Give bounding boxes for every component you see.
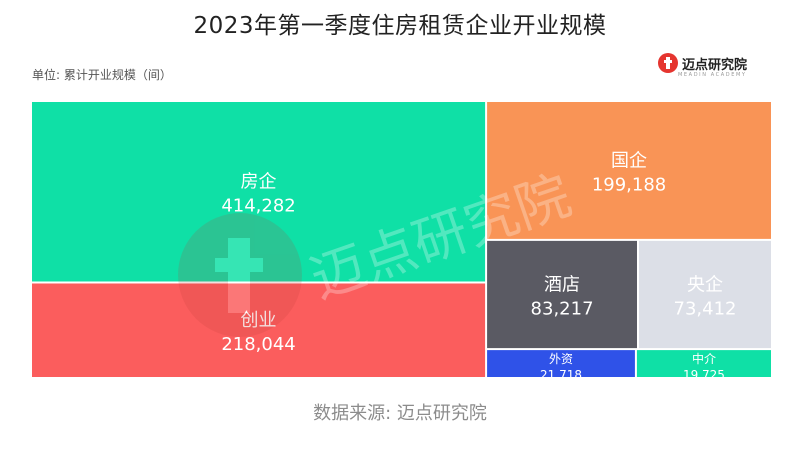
treemap-label: 房企 — [241, 172, 277, 193]
treemap-cell: 央企 73,412 — [638, 240, 771, 349]
treemap-value: 199,188 — [592, 174, 666, 195]
treemap-label: 央企 — [687, 274, 723, 295]
treemap-rect — [32, 102, 486, 282]
treemap-label: 中介 — [692, 351, 716, 366]
data-source: 数据来源: 迈点研究院 — [313, 403, 487, 424]
treemap-cell: 创业 218,044 — [32, 283, 486, 377]
treemap-label: 创业 — [241, 310, 277, 331]
treemap-rect — [487, 102, 771, 239]
treemap-rect — [636, 350, 771, 377]
brand-logo-icon — [658, 53, 678, 73]
treemap-cell: 酒店 83,217 — [487, 240, 637, 349]
treemap-rect — [638, 240, 771, 349]
treemap-label: 外资 — [549, 352, 573, 366]
brand-logo: 迈点研究院 — [658, 52, 747, 74]
treemap-value: 414,282 — [221, 196, 295, 217]
treemap-rect — [487, 350, 635, 377]
treemap-cell: 中介 19,725 — [636, 350, 771, 382]
treemap-value: 218,044 — [221, 334, 295, 355]
treemap-label: 国企 — [611, 150, 647, 171]
treemap-cell: 外资 21,718 — [487, 350, 635, 382]
treemap-cell: 国企 199,188 — [487, 102, 771, 239]
treemap-rect — [487, 240, 637, 349]
treemap-cell: 房企 414,282 — [32, 102, 486, 282]
treemap-value: 73,412 — [674, 298, 737, 319]
treemap-value: 21,718 — [540, 368, 582, 382]
brand-name: 迈点研究院 — [682, 57, 748, 73]
chart-title: 2023年第一季度住房租赁企业开业规模 — [193, 13, 607, 39]
treemap-label: 酒店 — [544, 274, 580, 295]
unit-label: 单位: 累计开业规模（间） — [32, 68, 172, 82]
treemap-rect — [32, 283, 486, 377]
treemap-value: 19,725 — [683, 368, 725, 382]
treemap-value: 83,217 — [531, 298, 594, 319]
brand-subtitle: MEADIN ACADEMY — [678, 72, 747, 78]
